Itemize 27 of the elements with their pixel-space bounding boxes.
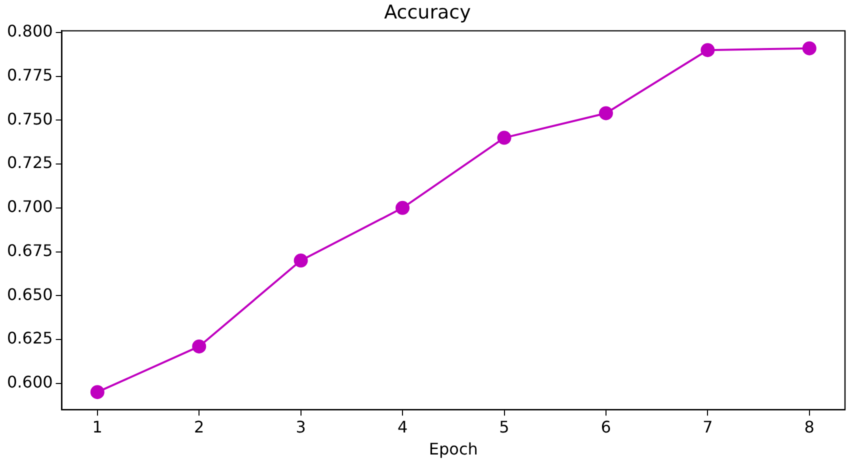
point: [598, 106, 613, 120]
y-tick-label: 0.775: [6, 66, 53, 85]
y-tick-label: 0.725: [6, 153, 53, 172]
y-tick-label: 0.700: [6, 197, 53, 216]
x-tick-label: 1: [92, 417, 102, 436]
point: [700, 43, 715, 58]
chart-title: Accuracy: [384, 1, 471, 24]
y-tick-label: 0.625: [6, 328, 53, 348]
y-tick-label: 0.675: [6, 240, 53, 260]
x-tick-label: 8: [804, 417, 814, 436]
y-tick-label: 0.750: [6, 109, 53, 128]
point: [90, 385, 104, 400]
y-tick-label: 0.650: [6, 284, 53, 304]
point: [294, 254, 308, 268]
x-tick-label: 2: [194, 417, 204, 436]
point: [802, 41, 816, 56]
x-tick-label: 7: [702, 417, 713, 436]
x-tick-label: 5: [499, 417, 510, 436]
x-tick-label: 3: [296, 417, 306, 436]
x-axis-title: Epoch: [428, 440, 478, 459]
y-tick-label: 0.600: [6, 372, 53, 392]
point: [192, 339, 206, 354]
point: [396, 200, 410, 215]
x-tick-label: 6: [600, 417, 612, 436]
x-tick-label: 4: [397, 417, 408, 436]
y-tick-label: 0.800: [6, 22, 53, 41]
point: [497, 130, 512, 145]
